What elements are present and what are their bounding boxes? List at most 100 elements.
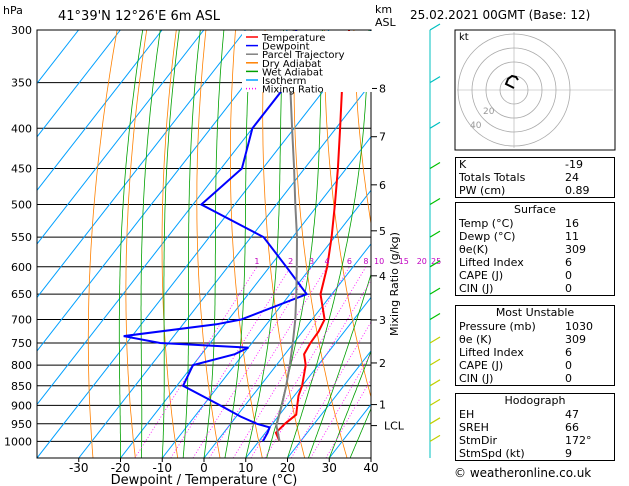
pressure-tick-450: 450 — [11, 163, 32, 176]
mixing-ratio-line — [134, 266, 258, 458]
series-dewpoint — [123, 30, 314, 442]
mixing-ratio-label: 4 — [324, 257, 329, 266]
index-key: StmDir — [459, 434, 498, 447]
index-value: 11 — [565, 230, 579, 243]
index-value: 172° — [565, 434, 592, 447]
mixing-ratio-label: 6 — [347, 257, 352, 266]
series-parcel-trajectory — [275, 30, 299, 442]
index-key: CAPE (J) — [459, 359, 504, 372]
index-value: -19 — [565, 158, 583, 171]
index-row: CAPE (J) 0 — [456, 269, 614, 282]
height-tick-label: 3 — [379, 314, 386, 327]
index-row: StmSpd (kt) 9 — [456, 447, 614, 460]
wind-barb — [429, 379, 441, 387]
wind-barb — [429, 336, 441, 344]
index-key: θe(K) — [459, 243, 489, 256]
location-label: 41°39'N 12°26'E 6m ASL — [58, 9, 221, 24]
pressure-tick-400: 400 — [11, 122, 32, 135]
index-key: Dewp (°C) — [459, 230, 516, 243]
datetime-label: 25.02.2021 00GMT (Base: 12) — [410, 8, 591, 22]
hodograph-unit: kt — [459, 32, 469, 43]
wet-adiabat-line — [287, 30, 370, 458]
legend-background — [242, 31, 372, 92]
index-row: Dewp (°C) 11 — [456, 230, 614, 243]
wind-barb — [429, 312, 441, 320]
index-value: 47 — [565, 408, 579, 421]
isotherm-line — [37, 30, 288, 352]
x-tick-label: -30 — [69, 461, 89, 475]
dry-adiabat-line — [323, 30, 371, 399]
isotherm-line — [37, 30, 371, 458]
pressure-tick-700: 700 — [11, 313, 32, 326]
legend-entry: Mixing Ratio — [262, 85, 324, 96]
index-key: EH — [459, 408, 475, 421]
index-key: θe (K) — [459, 333, 492, 346]
index-key: K — [459, 158, 467, 171]
pressure-tick-500: 500 — [11, 199, 32, 212]
isotherm-line — [37, 30, 205, 245]
index-section-title: Most Unstable — [495, 306, 575, 319]
legend-entry: Wet Adiabat — [262, 67, 323, 78]
x-tick-label: 40 — [363, 461, 378, 475]
indices-surface: Surface Temp (°C) 16 Dewp (°C) 11 θe(K) 309 Lif… — [455, 202, 615, 296]
isotherm-line — [37, 30, 121, 138]
index-key: StmSpd (kt) — [459, 447, 525, 460]
x-tick-label: 10 — [238, 461, 253, 475]
height-tick-label: 6 — [379, 179, 386, 192]
index-key: PW (cm) — [459, 184, 506, 197]
hodograph-ring-label: 40 — [470, 121, 482, 131]
index-value: 1030 — [565, 320, 593, 333]
x-tick-label: 20 — [280, 461, 295, 475]
index-value: 6 — [565, 256, 572, 269]
pressure-tick-800: 800 — [11, 359, 32, 372]
index-key: SREH — [459, 421, 489, 434]
index-key: Lifted Index — [459, 346, 524, 359]
index-value: 0.89 — [565, 184, 590, 197]
copyright: © weatheronline.co.uk — [454, 466, 592, 480]
mixing-ratio-label: 15 — [399, 257, 409, 266]
hodograph-trace — [504, 74, 519, 89]
index-value: 309 — [565, 333, 586, 346]
height-tick-label: 5 — [379, 225, 386, 238]
dry-adiabat-line — [125, 30, 148, 458]
index-value: 9 — [565, 447, 572, 460]
index-value: 16 — [565, 217, 579, 230]
wind-barb — [429, 198, 441, 206]
isotherm-line — [161, 189, 371, 458]
x-tick-label: -20 — [111, 461, 131, 475]
wind-barb — [429, 230, 441, 238]
x-axis-label: Dewpoint / Temperature (°C) — [111, 473, 298, 486]
index-key: Pressure (mb) — [459, 320, 536, 333]
index-key: Totals Totals — [459, 171, 526, 184]
series-temperature — [274, 30, 351, 442]
x-tick-label: -10 — [152, 461, 172, 475]
pressure-tick-1000: 1000 — [4, 435, 32, 448]
pressure-tick-750: 750 — [11, 337, 32, 350]
index-section-title: Hodograph — [504, 394, 566, 407]
pressure-tick-300: 300 — [11, 24, 32, 37]
mixing-ratio-line — [250, 266, 367, 458]
wind-barb — [429, 287, 441, 295]
legend-entry: Dewpoint — [262, 42, 310, 53]
pressure-unit-label: hPa — [3, 4, 23, 17]
wet-adiabat-line — [308, 272, 371, 458]
height-tick-label: 2 — [379, 357, 386, 370]
height-unit-asl: ASL — [375, 16, 397, 29]
legend-entry: Isotherm — [262, 76, 306, 87]
legend-entry: Parcel Trajectory — [262, 50, 345, 61]
mixing-ratio-label: 8 — [363, 257, 368, 266]
isotherm-line — [78, 82, 371, 458]
index-value: 24 — [565, 171, 579, 184]
x-tick-label: 30 — [322, 461, 337, 475]
pressure-tick-550: 550 — [11, 231, 32, 244]
wind-barb — [429, 23, 441, 31]
mixing-ratio-line — [209, 266, 328, 458]
wet-adiabat-line — [224, 30, 252, 458]
index-value: 0 — [565, 359, 572, 372]
isotherm-line — [120, 136, 371, 458]
index-row: Temp (°C) 16 — [456, 217, 614, 230]
legend-entry: Dry Adiabat — [262, 59, 321, 70]
index-row: Totals Totals 24 — [456, 171, 614, 184]
